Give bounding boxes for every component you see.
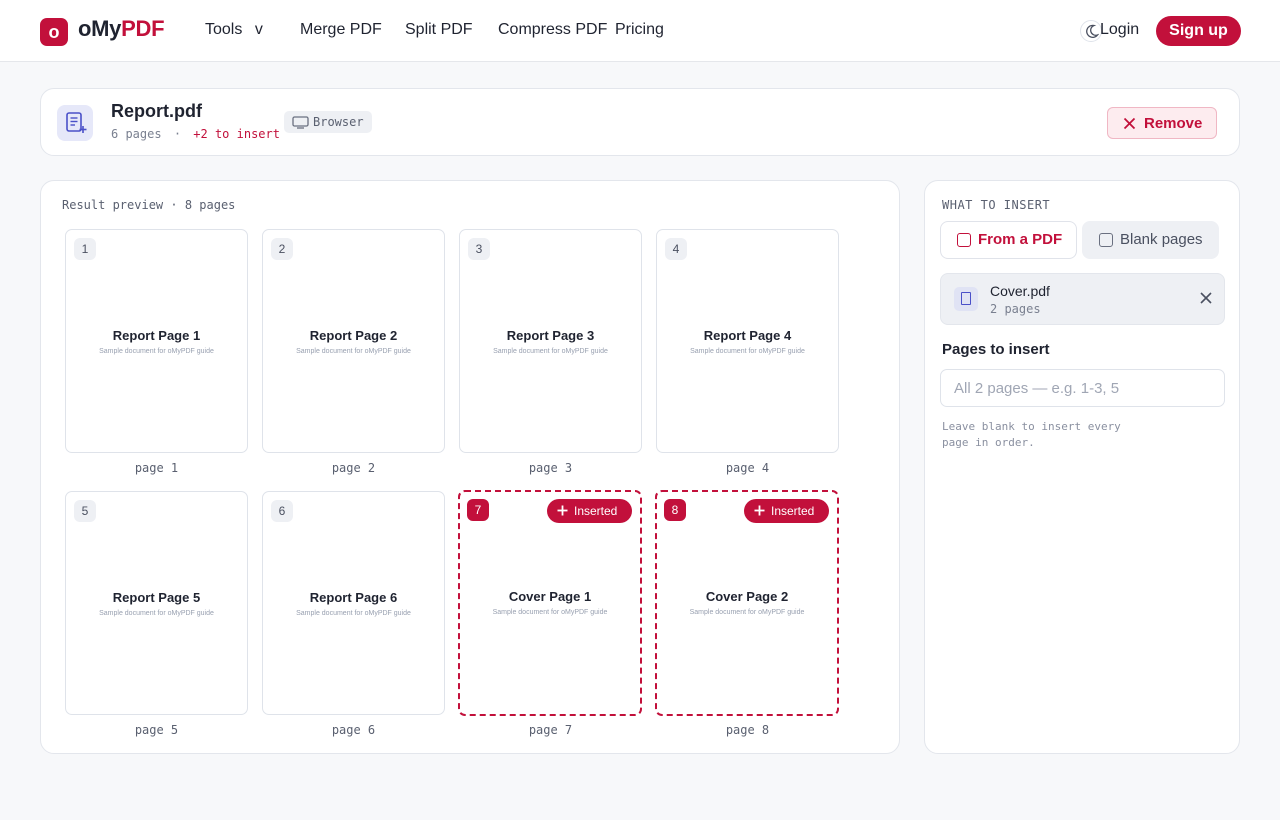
option-from-pdf[interactable]: From a PDF: [940, 221, 1077, 259]
option-blank-pages-label: Blank pages: [1120, 231, 1203, 248]
page-title: Report Page 5: [112, 590, 201, 605]
page-caption: page 5: [134, 723, 179, 737]
close-icon[interactable]: [1199, 291, 1213, 310]
page-caption: page 2: [331, 461, 376, 475]
page-thumbnail[interactable]: 5 Report Page 5 Sample document for oMyP…: [65, 491, 248, 715]
page-number-badge: 6: [271, 500, 293, 522]
pages-hint: Leave blank to insert every page in orde…: [942, 420, 1121, 449]
meta-separator: ·: [173, 127, 182, 141]
file-meta: 6 pages · +2 to insert: [111, 127, 280, 141]
nav-split-pdf[interactable]: Split PDF: [405, 21, 473, 38]
page-title: Cover Page 2: [705, 589, 789, 604]
monitor-icon: [292, 116, 309, 129]
file-page-count: 6 pages: [111, 127, 162, 141]
page-caption: page 8: [725, 723, 770, 737]
nav-merge-pdf[interactable]: Merge PDF: [300, 21, 382, 38]
page-number-badge: 5: [74, 500, 96, 522]
page-subtitle: Sample document for oMyPDF guide: [689, 609, 805, 616]
option-from-pdf-label: From a PDF: [978, 231, 1063, 248]
page-caption: page 7: [528, 723, 573, 737]
page-subtitle: Sample document for oMyPDF guide: [296, 610, 411, 617]
file-name: Report.pdf: [111, 101, 202, 121]
close-icon: [1123, 117, 1136, 130]
page-number-badge: 8: [664, 499, 686, 521]
preview-caption: Result preview · 8 pages: [62, 198, 236, 212]
page-number-badge: 7: [467, 499, 489, 521]
inserted-page-thumbnail[interactable]: 8 Inserted Cover Page 2 Sample document …: [655, 490, 839, 716]
top-navbar: o oMyPDF Tools v Merge PDF Split PDF Com…: [0, 0, 1280, 62]
inserted-page-thumbnail[interactable]: 7 Inserted Cover Page 1 Sample document …: [458, 490, 642, 716]
page-subtitle: Sample document for oMyPDF guide: [296, 348, 411, 355]
source-file-card: Cover.pdf 2 pages: [940, 273, 1225, 325]
page-thumbnail[interactable]: 4 Report Page 4 Sample document for oMyP…: [656, 229, 839, 453]
page-title: Cover Page 1: [508, 589, 592, 604]
nav-tools-label: Tools: [205, 21, 243, 38]
page-number-badge: 1: [74, 238, 96, 260]
page-thumbnail[interactable]: 1 Report Page 1 Sample document for oMyP…: [65, 229, 248, 453]
page-title: Report Page 3: [506, 328, 595, 343]
result-preview-panel: Result preview · 8 pages 1 Report Page 1…: [40, 180, 900, 754]
insert-panel-caption: WHAT TO INSERT: [942, 198, 1051, 212]
page-subtitle: Sample document for oMyPDF guide: [99, 348, 214, 355]
plus-icon: [557, 505, 568, 516]
page-title: Report Page 2: [309, 328, 398, 343]
checkbox-icon: [957, 233, 971, 247]
page-thumbnail[interactable]: 3 Report Page 3 Sample document for oMyP…: [459, 229, 642, 453]
document-add-icon: [57, 105, 93, 141]
inserted-badge: Inserted: [547, 499, 632, 523]
nav-pricing[interactable]: Pricing: [615, 21, 664, 38]
checkbox-icon: [1099, 233, 1113, 247]
page-caption: page 4: [725, 461, 770, 475]
page-caption: page 3: [528, 461, 573, 475]
page-title: Report Page 4: [703, 328, 792, 343]
page-subtitle: Sample document for oMyPDF guide: [492, 609, 608, 616]
nav-tools-menu[interactable]: Tools v: [205, 21, 263, 39]
source-file-name: Cover.pdf: [990, 283, 1050, 299]
page-number-badge: 2: [271, 238, 293, 260]
document-icon: [954, 287, 978, 311]
page-caption: page 1: [134, 461, 179, 475]
page-title: Report Page 1: [112, 328, 201, 343]
signup-button[interactable]: Sign up: [1156, 16, 1241, 46]
source-file-pages: 2 pages: [990, 302, 1041, 316]
pages-to-insert-label: Pages to insert: [942, 341, 1050, 358]
inserted-label: Inserted: [771, 504, 815, 518]
brand-logo[interactable]: oMyPDF: [78, 16, 165, 42]
theme-toggle-moon-icon[interactable]: [1080, 20, 1102, 42]
page-title: Report Page 6: [309, 590, 398, 605]
inserted-label: Inserted: [574, 504, 618, 518]
page-caption: page 6: [331, 723, 376, 737]
source-label: Browser: [313, 115, 364, 129]
page-number-badge: 4: [665, 238, 687, 260]
page-subtitle: Sample document for oMyPDF guide: [493, 348, 608, 355]
brand-name-part1: oMy: [78, 16, 122, 41]
option-blank-pages[interactable]: Blank pages: [1082, 221, 1219, 259]
plus-icon: [754, 505, 765, 516]
pages-to-insert-input[interactable]: [940, 369, 1225, 407]
remove-label: Remove: [1144, 115, 1203, 132]
logo-icon[interactable]: o: [40, 18, 68, 46]
page-thumbnail[interactable]: 6 Report Page 6 Sample document for oMyP…: [262, 491, 445, 715]
insert-options-panel: WHAT TO INSERT From a PDF Blank pages Co…: [924, 180, 1240, 754]
brand-name-part2: PDF: [121, 16, 165, 41]
login-link[interactable]: Login: [1100, 21, 1140, 38]
insert-count: +2 to insert: [193, 127, 280, 141]
page-thumbnail[interactable]: 2 Report Page 2 Sample document for oMyP…: [262, 229, 445, 453]
nav-compress-pdf[interactable]: Compress PDF: [498, 21, 608, 38]
remove-file-button[interactable]: Remove: [1107, 107, 1217, 139]
chevron-down-icon: v: [254, 21, 263, 38]
page-subtitle: Sample document for oMyPDF guide: [99, 610, 214, 617]
page-subtitle: Sample document for oMyPDF guide: [690, 348, 805, 355]
source-badge: Browser: [284, 111, 372, 133]
uploaded-file-card: Report.pdf 6 pages · +2 to insert Browse…: [40, 88, 1240, 156]
page-number-badge: 3: [468, 238, 490, 260]
inserted-badge: Inserted: [744, 499, 829, 523]
